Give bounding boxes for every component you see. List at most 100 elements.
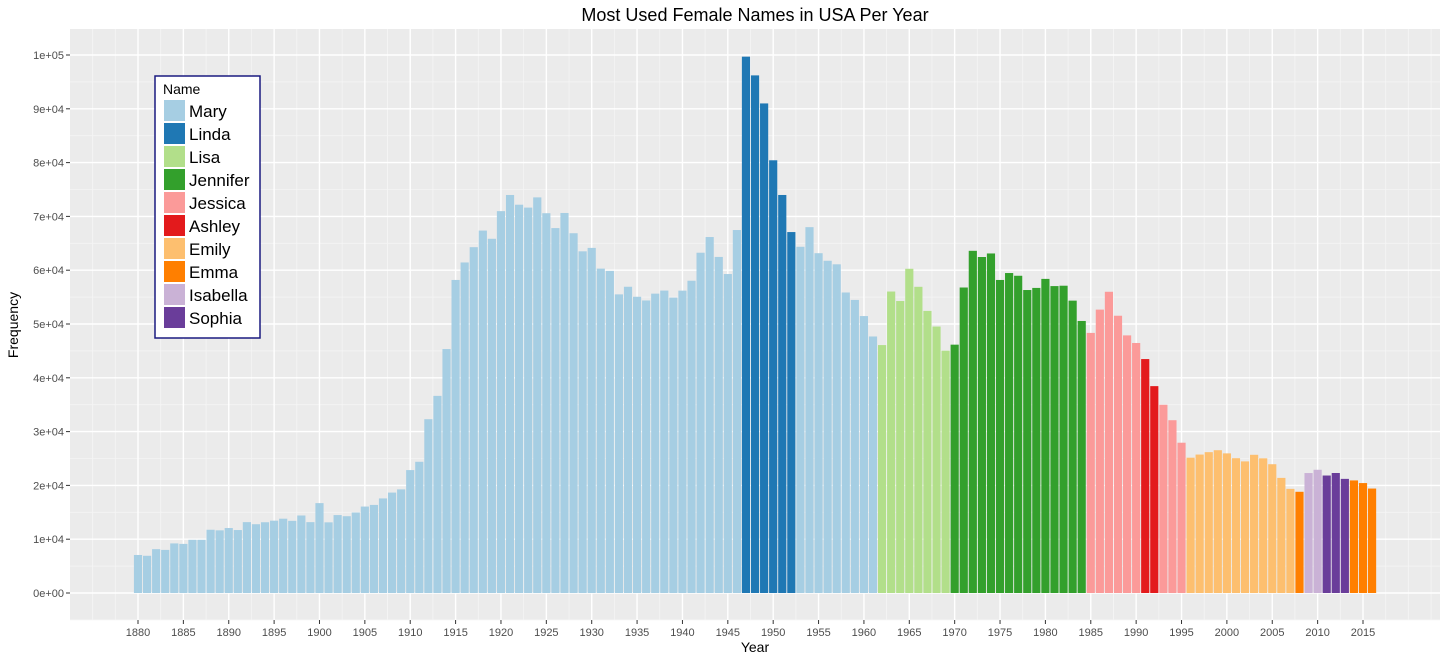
bar-1975 — [995, 279, 1005, 593]
legend-swatch-ashley — [164, 215, 185, 236]
bar-1927 — [560, 212, 569, 594]
legend-label-emily: Emily — [189, 240, 231, 259]
bar-1930 — [587, 247, 596, 593]
bar-1984 — [1077, 320, 1086, 593]
bar-1981 — [1050, 286, 1059, 593]
legend-swatch-emily — [164, 238, 185, 259]
x-tick-label: 1895 — [262, 627, 286, 639]
x-tick-label: 1910 — [398, 627, 422, 639]
y-axis: 0e+00 1e+04 2e+04 3e+04 4e+04 5e+04 6e+04 7e+04… — [33, 50, 70, 600]
y-tick-label: 5e+04 — [33, 319, 64, 331]
bar-1883 — [161, 549, 170, 593]
bar-1909 — [397, 489, 406, 593]
bar-1928 — [569, 233, 578, 594]
x-tick-label: 2015 — [1351, 627, 1375, 639]
x-tick-label: 1885 — [171, 627, 195, 639]
bar-1997 — [1195, 454, 1204, 593]
legend-label-ashley: Ashley — [189, 217, 241, 236]
bar-1917 — [469, 247, 478, 594]
bar-2011 — [1322, 475, 1331, 593]
bar-1998 — [1204, 452, 1213, 593]
x-tick-label: 1930 — [579, 627, 603, 639]
bar-1950 — [769, 160, 778, 593]
bar-1929 — [578, 251, 587, 593]
y-tick-label: 6e+04 — [33, 265, 64, 277]
bar-1965 — [905, 268, 914, 593]
bar-1945 — [723, 274, 732, 593]
bar-1993 — [1159, 404, 1168, 593]
x-tick-label: 1950 — [761, 627, 785, 639]
bar-1955 — [814, 253, 823, 593]
bar-2003 — [1250, 454, 1259, 593]
bar-1959 — [850, 299, 859, 593]
y-tick-label: 7e+04 — [33, 211, 64, 223]
bar-1884 — [170, 543, 179, 593]
bar-1923 — [524, 207, 533, 593]
bar-2005 — [1268, 464, 1277, 593]
bar-1893 — [251, 524, 261, 593]
y-tick-label: 0e+00 — [33, 588, 64, 600]
bar-1936 — [642, 300, 651, 593]
bar-1949 — [760, 103, 769, 594]
x-tick-label: 2000 — [1215, 627, 1239, 639]
legend-label-isabella: Isabella — [189, 286, 248, 305]
y-tick-label: 8e+04 — [33, 158, 64, 170]
legend-label-linda: Linda — [189, 125, 231, 144]
bar-1958 — [841, 292, 850, 593]
bar-1905 — [360, 506, 369, 593]
bar-1941 — [687, 280, 696, 593]
bar-1938 — [660, 290, 669, 593]
legend-swatch-mary — [164, 100, 185, 121]
x-tick-label: 1890 — [216, 627, 240, 639]
bar-1988 — [1113, 315, 1123, 593]
bar-1973 — [977, 257, 986, 593]
legend-swatch-jessica — [164, 192, 185, 213]
bar-1952 — [787, 232, 796, 593]
x-tick-label: 1965 — [897, 627, 921, 639]
bar-1987 — [1104, 291, 1114, 593]
x-tick-label: 1960 — [852, 627, 876, 639]
x-tick-label: 1985 — [1079, 627, 1103, 639]
y-tick-label: 9e+04 — [33, 104, 64, 116]
bar-1904 — [351, 512, 360, 593]
bar-1920 — [496, 211, 506, 593]
x-tick-label: 1970 — [942, 627, 966, 639]
bar-1996 — [1186, 457, 1195, 593]
bar-2007 — [1286, 488, 1295, 593]
legend-swatch-emma — [164, 261, 185, 282]
bar-1951 — [778, 194, 787, 594]
bars — [133, 56, 1377, 594]
bar-1982 — [1059, 285, 1068, 593]
bar-1976 — [1005, 273, 1014, 593]
legend-swatch-sophia — [164, 307, 185, 328]
bar-2009 — [1304, 473, 1313, 593]
x-tick-label: 1990 — [1124, 627, 1148, 639]
bar-1900 — [315, 503, 324, 593]
bar-1916 — [460, 262, 469, 593]
legend-items: Mary Linda Lisa Jennifer Jessica Ashley Emily E… — [164, 100, 250, 328]
bar-1913 — [433, 395, 442, 593]
legend-swatch-linda — [164, 123, 185, 144]
bar-1972 — [968, 250, 977, 593]
bar-1967 — [923, 310, 932, 593]
x-tick-label: 1880 — [126, 627, 150, 639]
bar-2015 — [1358, 483, 1368, 593]
x-tick-label: 1935 — [625, 627, 649, 639]
bar-1999 — [1213, 450, 1222, 593]
x-tick-label: 1995 — [1169, 627, 1193, 639]
bar-1888 — [206, 529, 215, 593]
bar-2006 — [1277, 477, 1286, 593]
bar-1899 — [306, 522, 315, 593]
bar-1943 — [705, 237, 714, 593]
y-tick-label: 1e+05 — [33, 50, 64, 62]
bar-2016 — [1367, 488, 1377, 593]
bar-1991 — [1141, 359, 1150, 593]
x-axis-title: Year — [741, 639, 770, 655]
bar-1887 — [197, 539, 206, 593]
bar-1979 — [1032, 287, 1041, 593]
bar-1940 — [678, 290, 687, 593]
x-tick-label: 1905 — [353, 627, 377, 639]
bar-1925 — [542, 213, 551, 593]
bar-1990 — [1132, 342, 1141, 593]
x-tick-label: 2005 — [1260, 627, 1284, 639]
